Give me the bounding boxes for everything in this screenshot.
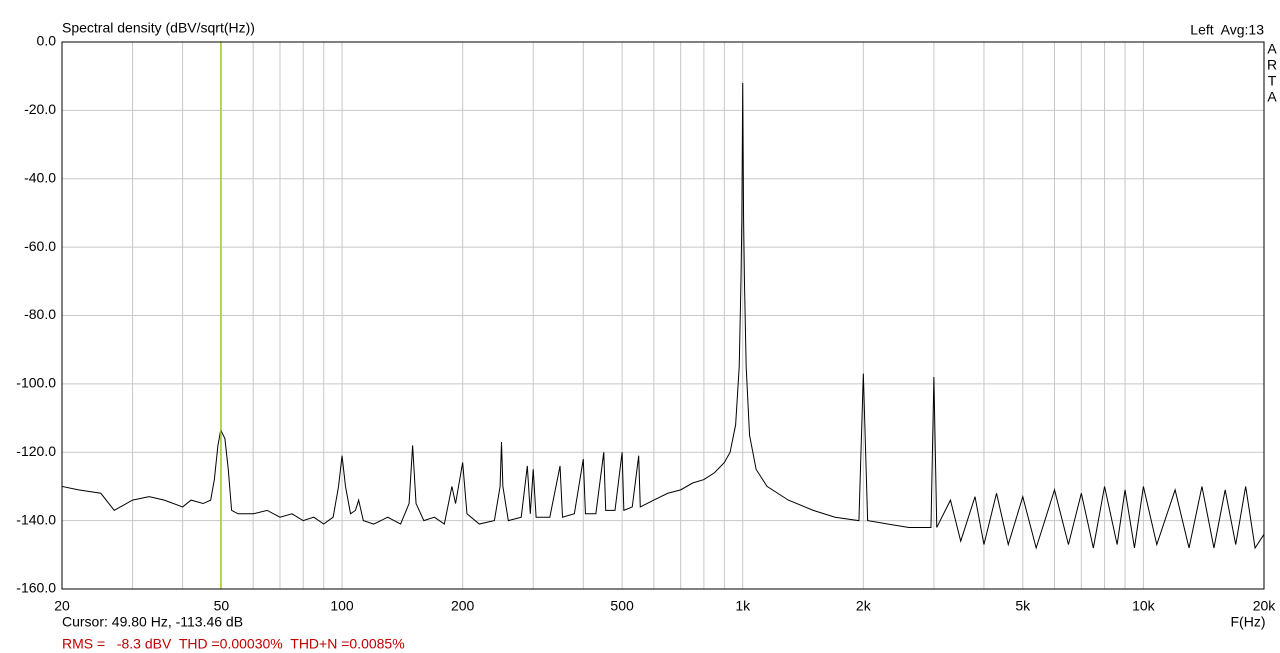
cursor-readout: Cursor: 49.80 Hz, -113.46 dB bbox=[62, 614, 243, 630]
channel-info: Left Avg:13 bbox=[1190, 22, 1264, 38]
y-tick-label: -160.0 bbox=[16, 580, 56, 596]
y-tick-label: -100.0 bbox=[16, 375, 56, 391]
x-tick-label: 20k bbox=[1253, 598, 1277, 614]
x-tick-label: 5k bbox=[1015, 598, 1031, 614]
y-tick-label: -80.0 bbox=[24, 306, 56, 322]
x-tick-label: 2k bbox=[856, 598, 872, 614]
x-tick-label: 200 bbox=[451, 598, 475, 614]
chart-title: Spectral density (dBV/sqrt(Hz)) bbox=[62, 20, 255, 36]
x-tick-label: 100 bbox=[330, 598, 354, 614]
x-tick-label: 20 bbox=[54, 598, 70, 614]
x-tick-label: 10k bbox=[1132, 598, 1156, 614]
x-tick-label: 500 bbox=[610, 598, 634, 614]
plot-frame bbox=[61, 41, 1265, 590]
spectrum-line bbox=[61, 83, 1265, 550]
y-tick-label: -20.0 bbox=[24, 101, 56, 117]
x-axis-label: F(Hz) bbox=[1231, 614, 1266, 630]
y-tick-label: -140.0 bbox=[16, 511, 56, 527]
x-tick-label: 1k bbox=[735, 598, 751, 614]
brand-letter: T bbox=[1268, 73, 1277, 89]
brand-letter: R bbox=[1267, 57, 1277, 73]
brand-letter: A bbox=[1267, 41, 1277, 57]
y-tick-label: 0.0 bbox=[37, 33, 57, 49]
measurements: RMS = -8.3 dBV THD =0.00030% THD+N =0.00… bbox=[62, 636, 405, 652]
y-tick-label: -60.0 bbox=[24, 238, 56, 254]
x-tick-label: 50 bbox=[214, 598, 230, 614]
brand-letter: A bbox=[1267, 89, 1277, 105]
y-tick-label: -40.0 bbox=[24, 169, 56, 185]
y-tick-label: -120.0 bbox=[16, 443, 56, 459]
